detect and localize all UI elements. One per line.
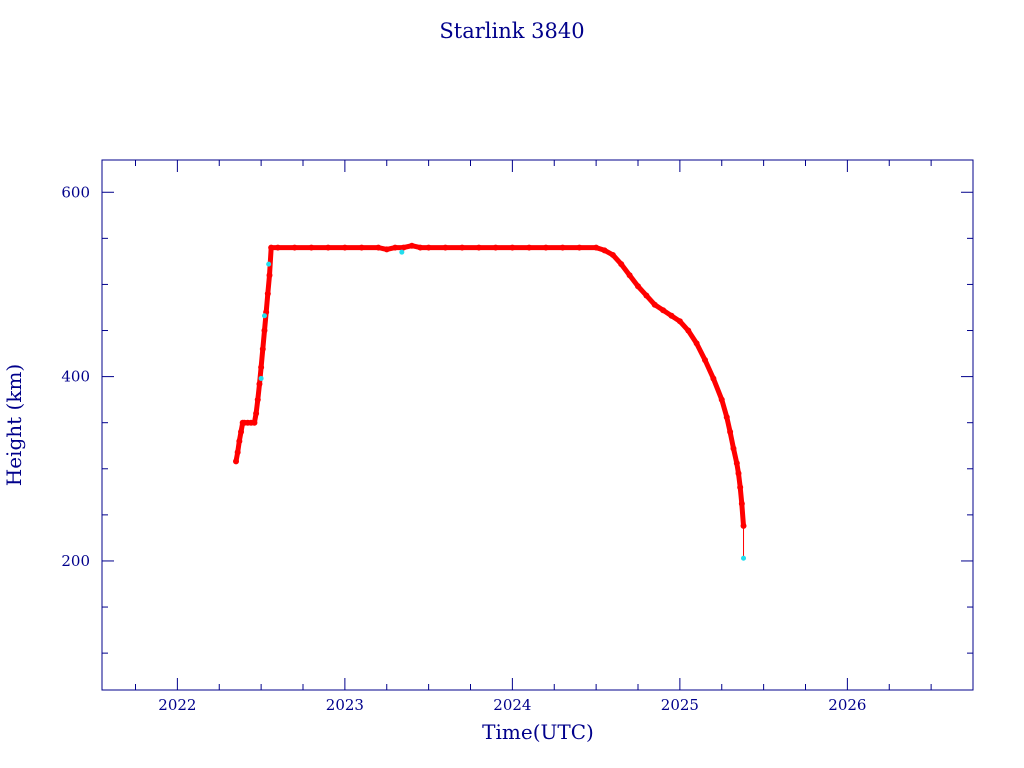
height-point [236, 438, 243, 445]
height-point [264, 290, 271, 297]
height-point [542, 244, 549, 251]
y-axis-label: Height (km) [2, 364, 26, 486]
height-point [733, 460, 740, 467]
plot-frame [101, 159, 974, 691]
height-point [685, 327, 692, 334]
height-point [601, 247, 608, 254]
axis-ticks: 2022 2023 2024 2025 2026 200 400 600 [61, 160, 973, 714]
x-axis-label: Time(UTC) [482, 720, 594, 744]
plot-series [233, 242, 747, 561]
height-point [668, 312, 675, 319]
height-point [253, 410, 260, 417]
height-point [618, 261, 625, 268]
height-point [727, 428, 734, 435]
height-point [341, 244, 348, 251]
x-tick-label: 2023 [326, 696, 364, 714]
height-point [256, 380, 263, 387]
height-point [425, 244, 432, 251]
height-point [676, 318, 683, 325]
height-point [417, 244, 424, 251]
height-point [559, 244, 566, 251]
height-point [710, 375, 717, 382]
height-point [693, 340, 700, 347]
x-tick-label: 2024 [493, 696, 531, 714]
height-point [266, 272, 273, 279]
height-point [738, 500, 745, 507]
x-tick-label: 2025 [661, 696, 699, 714]
height-point [442, 244, 449, 251]
height-point [609, 251, 616, 258]
height-point [325, 244, 332, 251]
height-point [400, 244, 407, 251]
height-point [383, 246, 390, 253]
height-point [238, 428, 245, 435]
height-point [392, 244, 399, 251]
height-point [459, 244, 466, 251]
height-point [509, 244, 516, 251]
height-point [358, 244, 365, 251]
height-point [635, 283, 641, 290]
height-series-line [233, 243, 746, 529]
height-point [702, 357, 708, 364]
height-point [593, 244, 600, 251]
height-point [233, 458, 239, 465]
x-tick-label: 2026 [828, 696, 866, 714]
height-point [234, 449, 241, 456]
height-point [291, 244, 298, 251]
outlier-point [399, 249, 405, 255]
height-point [258, 364, 265, 371]
x-tick-label: 2022 [158, 696, 196, 714]
height-point [261, 327, 268, 334]
height-point [408, 242, 415, 249]
height-point [526, 244, 533, 251]
height-point [660, 307, 667, 314]
y-tick-label: 200 [61, 552, 90, 570]
height-point [651, 301, 658, 308]
height-point [718, 396, 725, 403]
height-point [274, 244, 281, 251]
chart-title: Starlink 3840 [439, 19, 584, 43]
height-point [308, 244, 315, 251]
height-point [492, 244, 499, 251]
y-tick-label: 600 [61, 183, 90, 201]
y-tick-label: 400 [61, 368, 90, 386]
outlier-point [261, 313, 267, 319]
height-point [254, 396, 261, 403]
height-point [737, 484, 744, 491]
height-point [730, 445, 737, 452]
outlier-point [266, 261, 272, 267]
height-point [251, 419, 258, 426]
outlier-point [741, 555, 747, 561]
height-point [375, 244, 382, 251]
height-point [576, 244, 583, 251]
height-point [268, 244, 275, 251]
height-point [259, 345, 266, 352]
height-point [723, 414, 730, 421]
height-point [643, 292, 650, 299]
height-point [735, 470, 742, 477]
height-point [626, 272, 633, 279]
outlier-point [258, 375, 264, 381]
height-point [475, 244, 482, 251]
